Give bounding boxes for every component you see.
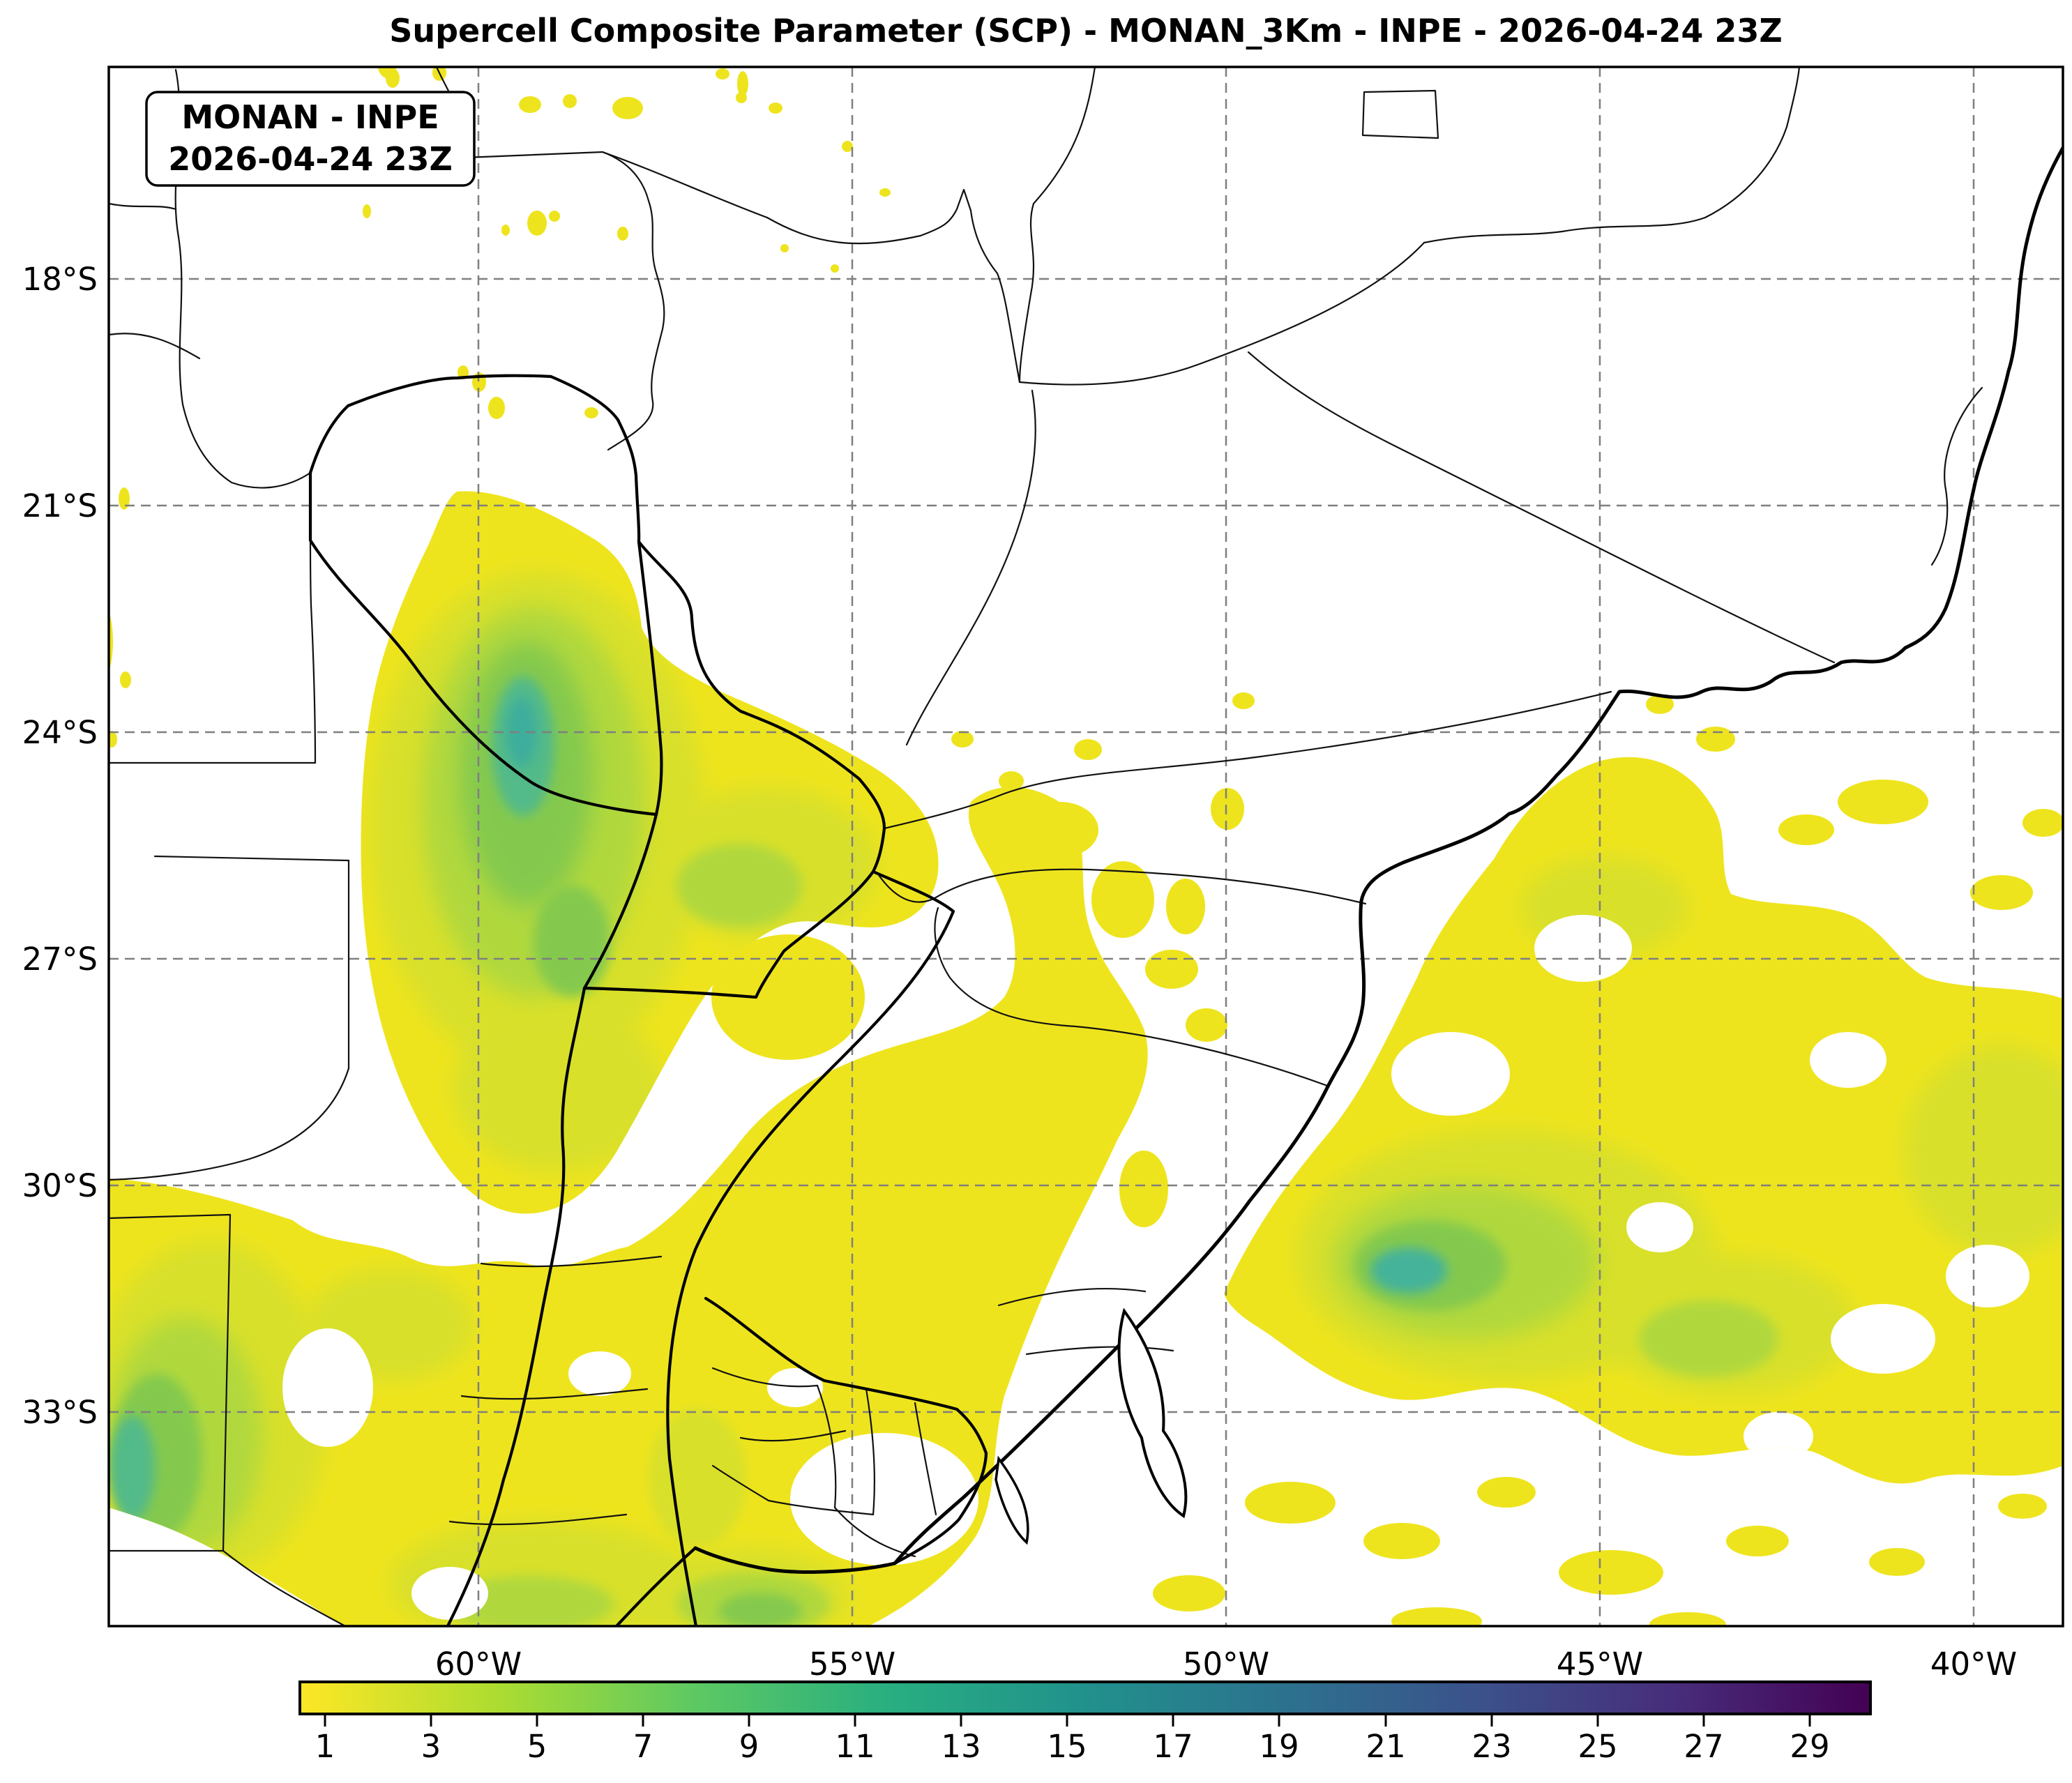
cbar-label-9: 9 [739,1728,759,1765]
cbar-label-7: 7 [633,1728,653,1765]
y-tick-30s: 30°S [22,1167,98,1204]
model-run-annotation: MONAN - INPE 2026-04-24 23Z [145,91,476,187]
cbar-label-3: 3 [421,1728,441,1765]
y-tick-24s: 24°S [22,714,98,751]
scp-fill-contours [109,67,2063,1626]
coastline [693,146,2063,1574]
annotation-box [145,91,476,187]
lagoa-mirim [995,1455,1029,1545]
cbar-label-21: 21 [1366,1728,1405,1765]
cbar-label-25: 25 [1578,1728,1617,1765]
cbar-label-29: 29 [1790,1728,1829,1765]
cbar-label-27: 27 [1684,1728,1723,1765]
state-borders [109,67,1983,1626]
cbar-label-13: 13 [941,1728,981,1765]
figure-title: Supercell Composite Parameter (SCP) - MO… [389,12,1783,50]
colorbar-gradient [298,1680,1872,1715]
colorbar: 1 3 5 7 9 11 13 15 17 19 21 23 25 27 29 [298,1680,1872,1765]
cbar-label-11: 11 [835,1728,875,1765]
x-tick-50w: 50°W [1183,1646,1269,1683]
cbar-label-5: 5 [527,1728,547,1765]
cbar-label-23: 23 [1472,1728,1511,1765]
scp-blob-paraguay [361,491,939,1214]
x-axis-labels: 60°W 55°W 50°W 45°W 40°W [435,1646,2017,1683]
annotation-datetime: 2026-04-24 23Z [168,140,453,178]
y-tick-27s: 27°S [22,941,98,978]
y-tick-18s: 18°S [22,261,98,298]
y-tick-21s: 21°S [22,487,98,524]
annotation-model: MONAN - INPE [181,98,439,136]
cbar-label-17: 17 [1153,1728,1193,1765]
scp-blob-atlantic [1224,757,2063,1484]
lagoa-dos-patos [1117,1307,1188,1519]
scp-scattered-cells [109,67,1255,791]
x-tick-45w: 45°W [1557,1646,1643,1683]
scp-fragments [1015,695,2063,1626]
x-tick-40w: 40°W [1930,1646,2017,1683]
colorbar-tick-labels: 1 3 5 7 9 11 13 15 17 19 21 23 25 27 29 [315,1728,1830,1765]
colorbar-ticks [324,1715,1811,1727]
x-tick-55w: 55°W [809,1646,895,1683]
cbar-label-1: 1 [315,1728,335,1765]
graticule-gridlines [109,67,2063,1626]
x-tick-60w: 60°W [435,1646,522,1683]
y-tick-33s: 33°S [22,1394,98,1431]
scp-blob-south [109,787,1148,1626]
cbar-label-15: 15 [1047,1728,1087,1765]
map-canvas [109,67,2063,1626]
country-borders [308,374,988,1626]
y-axis-labels: 18°S 21°S 24°S 27°S 30°S 33°S [22,261,98,1431]
map-frame [107,66,2064,1628]
cbar-label-19: 19 [1259,1728,1299,1765]
